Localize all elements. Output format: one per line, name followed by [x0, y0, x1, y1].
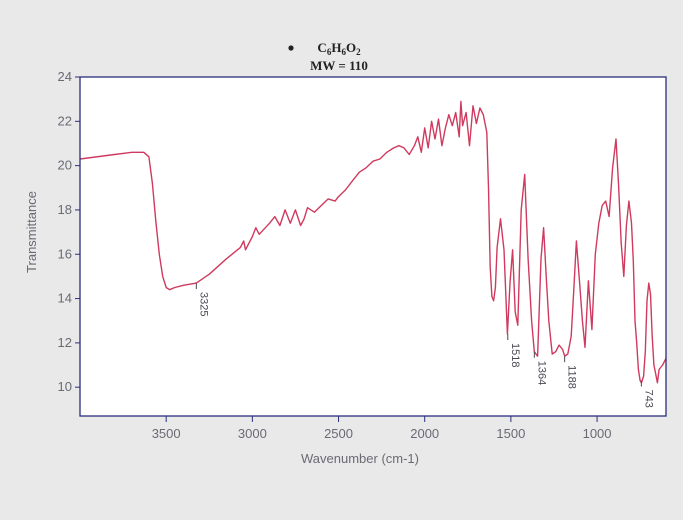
y-tick-label: 14: [58, 291, 72, 306]
x-tick-label: 1000: [583, 426, 612, 441]
peak-annotations: 3325 1518 1364 1188 743: [195, 283, 654, 408]
peak-annotation: 3325: [195, 283, 209, 317]
peak-annotation: 743: [640, 380, 654, 408]
peak-annotation: 1364: [533, 351, 547, 385]
x-tick-label: 2500: [324, 426, 353, 441]
title-bullet-icon: [288, 45, 294, 51]
y-axis: 10 12 14 16 18 20 22 24: [58, 69, 80, 394]
y-tick-label: 22: [58, 113, 72, 128]
x-axis: 3500 3000 2500 2000 1500 1000: [152, 416, 612, 441]
spectrum-series-line: [79, 100, 667, 384]
peak-label: 1518: [509, 343, 521, 367]
chart-title: C6H6O2 MW = 110: [288, 40, 368, 73]
plot-area: [80, 77, 666, 416]
peak-label: 3325: [197, 292, 209, 316]
y-axis-label: Transmittance: [24, 191, 39, 273]
y-tick-label: 16: [58, 246, 72, 261]
plot-frame: [79, 76, 667, 417]
peak-label: 743: [642, 390, 654, 408]
y-tick-label: 24: [58, 69, 72, 84]
y-tick-label: 18: [58, 202, 72, 217]
peak-label: 1188: [566, 365, 578, 389]
x-tick-label: 1500: [496, 426, 525, 441]
x-tick-label: 3500: [152, 426, 181, 441]
peak-label: 1364: [535, 361, 547, 385]
y-tick-label: 12: [58, 335, 72, 350]
x-axis-label: Wavenumber (cm-1): [301, 451, 419, 466]
y-tick-label: 10: [58, 379, 72, 394]
x-tick-label: 2000: [410, 426, 439, 441]
peak-annotation: 1188: [564, 356, 578, 389]
chart-title-formula: C6H6O2: [317, 40, 361, 57]
y-tick-label: 20: [58, 158, 72, 173]
chart-title-mw: MW = 110: [310, 58, 368, 73]
peak-annotation: 1518: [507, 334, 521, 368]
x-tick-label: 3000: [238, 426, 267, 441]
